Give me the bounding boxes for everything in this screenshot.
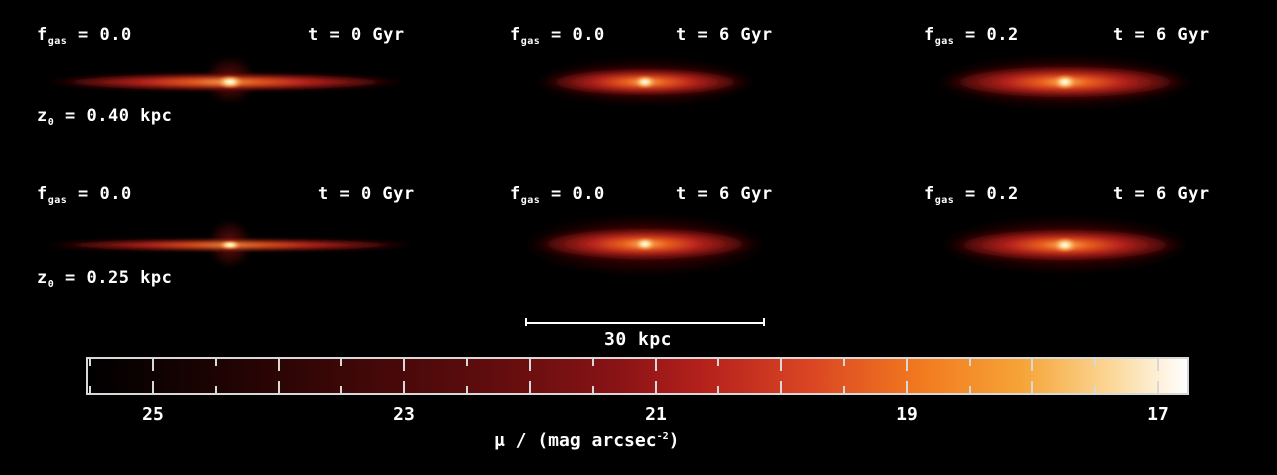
galaxy-panel-2 [517, 56, 773, 108]
galaxy-panel-3 [915, 52, 1215, 112]
colorbar-minor-tick [466, 359, 469, 366]
galaxy-panel-5 [505, 211, 785, 279]
galaxy-panel-4 [32, 216, 428, 272]
colorbar-major-tick [277, 381, 280, 393]
galaxy-panel-6 [920, 213, 1210, 277]
colorbar-major-tick [1031, 359, 1034, 371]
panel-4-fgas-label: fgas = 0.0 [37, 184, 132, 206]
colorbar-major-tick [403, 359, 406, 371]
colorbar-major-tick [654, 359, 657, 371]
colorbar-minor-tick [1094, 386, 1097, 393]
panel-4-z0-label: z0 = 0.25 kpc [37, 268, 173, 290]
scalebar-cap-right [763, 318, 765, 326]
colorbar-tick-label-17: 17 [1147, 404, 1169, 425]
panel-1-z0-label: z0 = 0.40 kpc [37, 106, 173, 128]
galaxy-panel-1 [35, 52, 415, 108]
colorbar-major-tick [152, 381, 154, 393]
colorbar-minor-tick [591, 359, 594, 366]
colorbar-major-tick [654, 381, 657, 393]
scalebar-label: 30 kpc [604, 329, 673, 350]
colorbar-major-tick [1157, 359, 1159, 371]
colorbar-minor-tick [842, 359, 845, 366]
panel-6-fgas-label: fgas = 0.2 [924, 184, 1019, 206]
colorbar-minor-tick [214, 386, 217, 393]
colorbar-major-tick [780, 359, 783, 371]
colorbar-tick-label-21: 21 [645, 404, 667, 425]
colorbar-minor-tick [1094, 359, 1097, 366]
colorbar-minor-tick [214, 359, 217, 366]
colorbar-major-tick [780, 381, 783, 393]
colorbar-major-tick [152, 359, 154, 371]
colorbar-minor-tick [968, 386, 971, 393]
panel-5-fgas-label: fgas = 0.0 [510, 184, 605, 206]
colorbar-minor-tick [340, 359, 343, 366]
colorbar-major-tick [1157, 381, 1159, 393]
panel-1-fgas-label: fgas = 0.0 [37, 25, 132, 47]
colorbar-minor-tick [591, 386, 594, 393]
panel-2-fgas-label: fgas = 0.0 [510, 25, 605, 47]
panel-3-fgas-label: fgas = 0.2 [924, 25, 1019, 47]
panel-3-time-label: t = 6 Gyr [1113, 25, 1210, 45]
colorbar-major-tick [528, 359, 531, 371]
colorbar-major-tick [277, 359, 280, 371]
colorbar-minor-tick [717, 386, 720, 393]
colorbar-major-tick [905, 381, 908, 393]
colorbar-minor-tick [340, 386, 343, 393]
colorbar-minor-tick [89, 386, 92, 393]
panel-6-time-label: t = 6 Gyr [1113, 184, 1210, 204]
colorbar-major-tick [403, 381, 406, 393]
panel-5-time-label: t = 6 Gyr [676, 184, 773, 204]
panel-1-time-label: t = 0 Gyr [308, 25, 405, 45]
colorbar-title: μ / (mag arcsec-2) [494, 430, 680, 451]
colorbar-minor-tick [842, 386, 845, 393]
colorbar-minor-tick [89, 359, 92, 366]
colorbar-major-tick [528, 381, 531, 393]
colorbar-major-tick [905, 359, 908, 371]
panel-4-time-label: t = 0 Gyr [318, 184, 415, 204]
colorbar-minor-tick [968, 359, 971, 366]
colorbar-minor-tick [466, 386, 469, 393]
panel-2-time-label: t = 6 Gyr [676, 25, 773, 45]
colorbar-tick-label-23: 23 [393, 404, 415, 425]
colorbar-tick-label-25: 25 [142, 404, 164, 425]
colorbar [86, 357, 1189, 395]
colorbar-minor-tick [717, 359, 720, 366]
colorbar-major-tick [1031, 381, 1034, 393]
colorbar-tick-label-19: 19 [896, 404, 918, 425]
scalebar-line [525, 322, 765, 324]
